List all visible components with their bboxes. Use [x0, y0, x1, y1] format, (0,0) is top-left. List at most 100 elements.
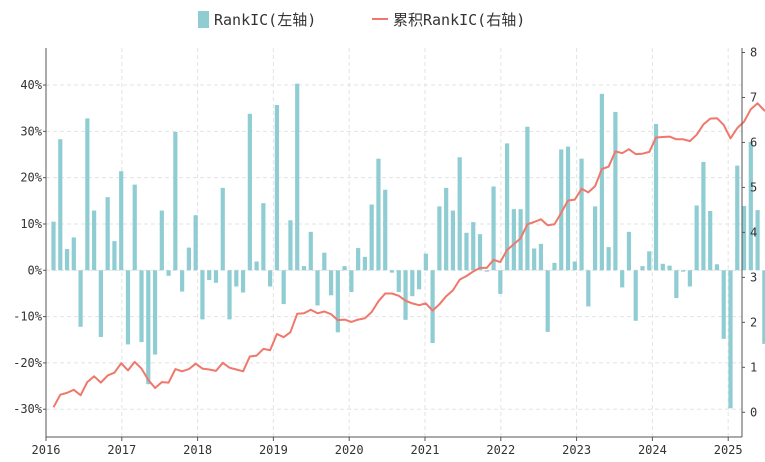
rankic-bar [240, 270, 246, 293]
rankic-bar [762, 270, 765, 344]
rankic-bar [721, 270, 726, 339]
y-right-tick-label: 6 [750, 135, 757, 149]
rankic-bar [532, 248, 537, 271]
x-tick-label: 2022 [486, 443, 515, 457]
y-left-tick-label: -10% [13, 310, 43, 324]
rankic-bar [213, 270, 219, 283]
x-tick-label: 2023 [562, 443, 591, 457]
rankic-bar [498, 270, 503, 294]
x-tick-label: 2016 [32, 443, 61, 457]
rankic-bar [484, 270, 489, 272]
rankic-bar [444, 187, 449, 271]
rankic-bar [606, 247, 611, 271]
rankic-bar [430, 270, 435, 343]
rankic-bar [274, 104, 280, 271]
x-tick-label: 2024 [638, 443, 667, 457]
rankic-bar [200, 270, 205, 320]
y-left-tick-label: 0% [28, 263, 43, 277]
y-right-tick-label: 4 [750, 225, 757, 239]
x-tick-label: 2020 [335, 443, 364, 457]
rankic-bar [146, 270, 151, 385]
rankic-bar [687, 270, 692, 287]
rankic-bar [681, 270, 686, 272]
rankic-bar [376, 158, 381, 271]
rankic-bar [667, 265, 672, 271]
rankic-bar [714, 264, 720, 271]
rankic-bar [640, 266, 645, 271]
rankic-bar [234, 270, 239, 287]
rankic-bar [166, 270, 171, 276]
rankic-bar [457, 157, 462, 271]
rankic-bar [139, 270, 144, 343]
legend-label-bar: RankIC(左轴) [214, 11, 316, 29]
x-tick-label: 2017 [107, 443, 136, 457]
rankic-bar [71, 237, 76, 271]
rankic-bar [647, 251, 652, 271]
rankic-bar [620, 270, 625, 288]
y-left-tick-label: 40% [20, 78, 42, 92]
rankic-bar [308, 231, 313, 271]
rankic-bar [599, 93, 604, 271]
rankic-bar [552, 262, 557, 271]
rankic-bar [342, 266, 347, 271]
cumulative-rankic-line-group [52, 102, 765, 408]
x-tick-label: 2021 [411, 443, 440, 457]
rankic-bar [593, 206, 598, 271]
rankic-bar [152, 270, 158, 355]
rankic-bar [626, 231, 632, 271]
rankic-bar [328, 270, 334, 296]
rankic-bar [538, 243, 544, 271]
rankic-bar [58, 139, 63, 271]
rankic-bar [653, 123, 659, 271]
y-right-tick-label: 2 [750, 315, 757, 329]
rankic-bar [735, 165, 740, 271]
rankic-bar [295, 83, 300, 271]
rankic-bar [125, 270, 131, 345]
rankic-bar [322, 252, 327, 271]
rankic-bar [288, 220, 293, 271]
rankic-bar [674, 270, 679, 299]
rankic-bar [173, 131, 178, 271]
y-left-tick-label: -30% [13, 402, 43, 416]
rankic-bar [579, 158, 584, 271]
gridlines [45, 48, 742, 437]
cumulative-rankic-line [52, 102, 765, 408]
y-left-tick-label: 10% [20, 217, 42, 231]
rankic-bar [186, 247, 191, 271]
rankic-bar [410, 270, 415, 297]
rankic-bar [565, 146, 571, 271]
rankic-bar [559, 149, 564, 271]
rankic-bar [586, 270, 591, 307]
rankic-bar [755, 210, 760, 271]
rankic-bar [98, 270, 103, 337]
rankic-bar [525, 126, 530, 271]
rankic-bar [464, 232, 469, 271]
rankic-bar [383, 189, 388, 271]
rankic-bar [105, 197, 110, 271]
rankic-bar [51, 221, 56, 271]
y-left-tick-label: 30% [20, 124, 42, 138]
rankic-bar [511, 209, 516, 271]
y-right-tick-label: 0 [750, 405, 757, 419]
y-right-tick-label: 8 [750, 45, 757, 59]
rankic-bar [281, 270, 286, 305]
rankic-bar [694, 205, 699, 271]
x-tick-label: 2025 [714, 443, 743, 457]
rankic-bar [119, 171, 124, 271]
axes: -30%-20%-10%0%10%20%30%40%2016 2017 2018 20… [13, 45, 757, 457]
rankic-bar [261, 203, 266, 271]
rankic-bar [423, 253, 428, 271]
y-right-tick-label: 3 [750, 270, 757, 284]
rankic-bar [207, 270, 212, 281]
legend: RankIC(左轴) 累积RankIC(右轴) [198, 11, 525, 29]
rankic-bar [504, 143, 510, 271]
rankic-bar [389, 270, 395, 273]
rankic-bar [85, 118, 90, 271]
y-left-tick-label: 20% [20, 171, 42, 185]
rankic-bar [491, 186, 496, 271]
legend-swatch-bar [198, 11, 209, 28]
rankic-bar [416, 270, 422, 290]
rankic-bar [112, 241, 117, 271]
rankic-bar [369, 204, 374, 271]
rankic-bar [335, 270, 340, 333]
